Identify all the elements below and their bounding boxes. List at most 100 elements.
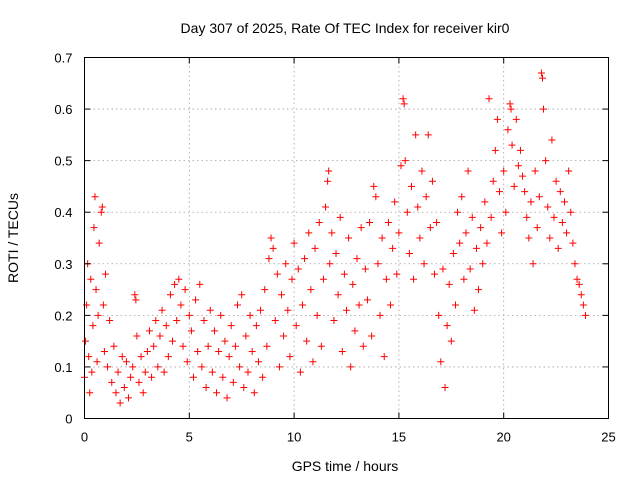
data-point — [263, 342, 271, 350]
data-point — [500, 167, 508, 175]
data-point — [294, 265, 302, 273]
data-point — [135, 378, 143, 386]
data-point — [196, 280, 204, 288]
data-point — [472, 244, 480, 252]
data-point — [374, 260, 382, 268]
data-point — [403, 208, 411, 216]
data-point — [204, 342, 212, 350]
data-point — [244, 368, 252, 376]
data-point — [325, 167, 333, 175]
data-point — [347, 363, 355, 371]
data-point — [422, 193, 430, 201]
data-point — [296, 368, 304, 376]
data-point — [284, 306, 292, 314]
data-point — [477, 224, 485, 232]
data-point — [192, 296, 200, 304]
data-point — [98, 203, 106, 211]
data-point — [189, 373, 197, 381]
data-point — [169, 337, 177, 345]
data-point — [252, 322, 260, 330]
data-point — [133, 332, 141, 340]
x-tick-label: 25 — [601, 430, 615, 445]
data-point — [234, 301, 242, 309]
data-point — [90, 224, 98, 232]
data-point — [538, 74, 546, 82]
grid — [84, 57, 609, 419]
data-point — [451, 301, 459, 309]
data-point — [343, 306, 350, 314]
data-point — [560, 198, 568, 206]
data-point — [372, 193, 380, 201]
data-point — [340, 270, 348, 278]
data-point — [336, 213, 344, 221]
data-point — [338, 347, 346, 355]
data-point — [407, 182, 415, 190]
data-point — [345, 234, 353, 242]
data-point — [418, 167, 426, 175]
data-point — [101, 270, 109, 278]
data-point — [305, 229, 313, 237]
plot-frame — [84, 57, 609, 419]
data-point — [158, 306, 166, 314]
data-point — [393, 270, 401, 278]
data-point — [183, 358, 191, 366]
data-point — [229, 378, 237, 386]
data-point — [569, 239, 577, 247]
data-point — [395, 229, 403, 237]
data-point — [298, 301, 306, 309]
data-point — [456, 239, 464, 247]
data-point — [504, 126, 512, 134]
data-point — [428, 177, 436, 185]
data-point — [290, 239, 298, 247]
data-point — [468, 213, 476, 221]
data-point — [106, 317, 114, 325]
data-point — [458, 193, 466, 201]
data-point — [514, 162, 522, 170]
data-point — [361, 265, 369, 273]
data-point — [95, 239, 103, 247]
data-point — [363, 296, 371, 304]
data-point — [97, 208, 105, 216]
data-point — [92, 286, 100, 294]
x-tick-label: 10 — [287, 430, 301, 445]
data-point — [100, 347, 108, 355]
data-point — [259, 373, 267, 381]
data-point — [571, 260, 579, 268]
data-point — [110, 342, 118, 350]
data-point — [537, 69, 545, 77]
data-point — [330, 317, 338, 325]
data-point — [223, 394, 231, 402]
data-point — [104, 363, 112, 371]
data-point — [166, 291, 174, 299]
data-point — [359, 342, 367, 350]
data-point — [213, 389, 221, 397]
data-point — [185, 311, 193, 319]
data-point — [311, 244, 319, 252]
data-point — [525, 234, 533, 242]
data-point — [86, 389, 94, 397]
y-tick-label: 0.4 — [54, 205, 72, 220]
data-point — [202, 384, 210, 392]
data-point — [470, 306, 478, 314]
x-tick-label: 5 — [186, 430, 193, 445]
data-point — [573, 275, 581, 283]
data-point — [533, 224, 541, 232]
data-point — [368, 332, 376, 340]
data-point — [357, 224, 365, 232]
data-point — [273, 270, 281, 278]
y-tick-label: 0.7 — [54, 51, 72, 66]
data-point — [127, 373, 135, 381]
data-point — [282, 260, 290, 268]
data-point — [288, 275, 296, 283]
data-point — [309, 358, 317, 366]
data-point — [552, 177, 560, 185]
data-point — [496, 188, 504, 196]
data-point — [139, 389, 147, 397]
data-point — [542, 157, 550, 165]
data-point — [208, 368, 216, 376]
data-point — [370, 182, 378, 190]
data-point — [554, 244, 562, 252]
data-point — [313, 311, 321, 319]
x-tick-label: 20 — [496, 430, 510, 445]
